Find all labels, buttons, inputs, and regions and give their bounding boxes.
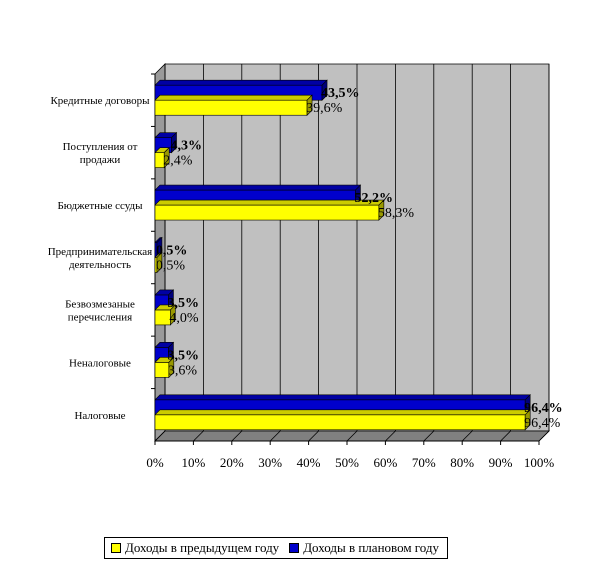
- floor-gridline: [193, 430, 204, 442]
- category-label: Бюджетные ссуды: [57, 200, 143, 212]
- data-label-planned: 4,3%: [171, 139, 203, 154]
- category-label: Поступления от: [63, 141, 138, 153]
- floor-gridline: [423, 430, 435, 442]
- legend-label-planned: Доходы в плановом году: [303, 540, 440, 555]
- data-label-planned: 3,5%: [167, 296, 199, 311]
- x-tick-label: 80%: [450, 455, 474, 470]
- data-labels: 43,5%39,6% 4,3%2,4% 52,2%58,3% 0,5%0,5% 3,5%…: [156, 86, 563, 431]
- x-tick-label: 0%: [146, 455, 164, 470]
- x-axis: 0% 10% 20% 30% 40% 50% 60% 70% 80% 90% 100%: [146, 73, 555, 470]
- floor-gridline: [346, 430, 358, 442]
- category-label: Неналоговые: [69, 357, 131, 369]
- bar-side: [321, 79, 328, 101]
- bar-top: [154, 184, 362, 191]
- legend-label-previous: Доходы в предыдущем году: [125, 540, 280, 555]
- floor-gridline: [461, 430, 473, 442]
- data-label-previous: 2,4%: [163, 154, 193, 169]
- data-label-planned: 0,5%: [156, 244, 188, 259]
- data-label-planned: 3,5%: [167, 348, 199, 363]
- bar-front: [154, 414, 526, 431]
- bar-top: [154, 94, 313, 101]
- bar-previous-year: [154, 199, 385, 221]
- legend-item-planned: Доходы в плановом году: [289, 540, 439, 556]
- bar-front: [154, 204, 380, 221]
- x-tick-label: 10%: [181, 455, 205, 470]
- bar-front: [154, 99, 308, 116]
- data-label-previous: 4,0%: [169, 311, 199, 326]
- bar-side: [524, 409, 531, 431]
- legend-swatch-previous: [111, 543, 121, 553]
- category-label: Предпринимательская: [48, 246, 153, 258]
- data-label-planned: 52,2%: [354, 191, 393, 206]
- x-tick-label: 40%: [297, 455, 321, 470]
- bar-side: [306, 94, 313, 116]
- bars: [154, 79, 531, 431]
- floor-gridline: [269, 430, 281, 442]
- data-label-previous: 58,3%: [378, 206, 415, 221]
- bar-previous-year: [154, 146, 170, 169]
- category-label: Налоговые: [74, 410, 125, 422]
- category-label: перечисления: [68, 311, 132, 323]
- bar-side: [156, 251, 163, 274]
- bar-top: [154, 409, 531, 416]
- bar-side: [163, 146, 170, 169]
- bar-side: [378, 199, 385, 221]
- floor-gridline: [385, 430, 396, 442]
- x-tick-label: 100%: [524, 455, 555, 470]
- x-tick-label: 50%: [335, 455, 359, 470]
- bar-front: [154, 362, 170, 378]
- data-label-planned: 43,5%: [321, 86, 360, 101]
- x-tick-label: 70%: [412, 455, 436, 470]
- category-label: Кредитные договоры: [50, 95, 150, 107]
- legend-item-previous: Доходы в предыдущем году: [111, 540, 279, 556]
- legend-swatch-planned: [289, 543, 300, 553]
- floor-gridline: [154, 430, 166, 442]
- bar-top: [154, 199, 385, 206]
- bar-side: [168, 356, 175, 379]
- category-label: деятельность: [69, 259, 131, 271]
- bar-previous-year: [154, 356, 175, 379]
- data-label-previous: 96,4%: [524, 416, 561, 431]
- category-label: продажи: [80, 154, 121, 166]
- plot-area: [154, 63, 550, 442]
- data-label-previous: 3,6%: [168, 363, 198, 378]
- floor-gridline: [308, 430, 319, 442]
- x-tick-label: 20%: [220, 455, 244, 470]
- bar-previous-year: [154, 251, 163, 274]
- x-tick-label: 60%: [373, 455, 397, 470]
- category-label: Безвозмезаные: [65, 298, 135, 310]
- bar-previous-year: [154, 409, 531, 431]
- bar-side: [171, 131, 177, 154]
- bar-top: [154, 79, 328, 86]
- bar-previous-year: [154, 304, 177, 326]
- floor-gridline: [538, 430, 550, 442]
- bar-front: [154, 309, 171, 326]
- x-tick-label: 90%: [489, 455, 513, 470]
- bar-side: [170, 304, 176, 326]
- data-label-previous: 39,6%: [306, 101, 343, 116]
- floor-gridline: [231, 430, 243, 442]
- data-label-planned: 96,4%: [524, 401, 563, 416]
- bar-top: [154, 394, 531, 401]
- floor-gridline: [500, 430, 511, 442]
- x-tick-label: 30%: [258, 455, 282, 470]
- legend: Доходы в предыдущем году Доходы в планов…: [104, 537, 449, 559]
- bar-previous-year: [154, 94, 313, 116]
- data-label-previous: 0,5%: [156, 259, 186, 274]
